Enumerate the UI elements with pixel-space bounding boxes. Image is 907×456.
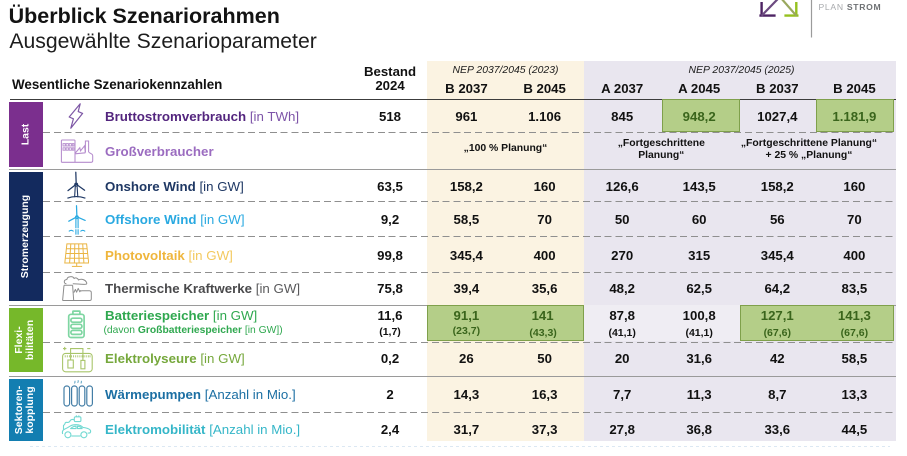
svg-text:PLAN STROM: PLAN STROM [819, 2, 882, 12]
